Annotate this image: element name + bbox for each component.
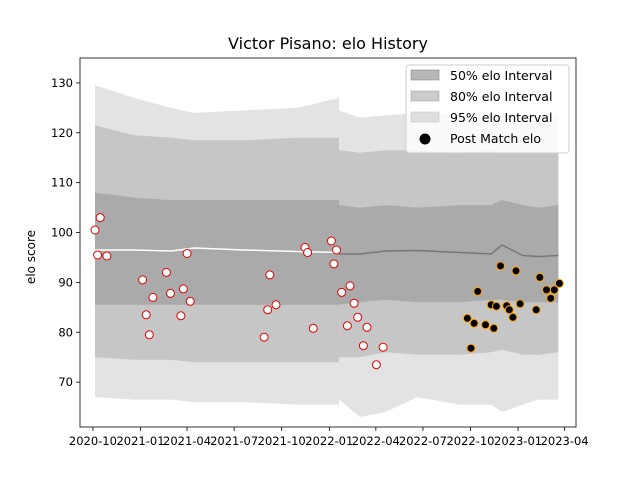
post-match-point-late-13 bbox=[511, 266, 521, 276]
post-match-point-late-2 bbox=[466, 343, 476, 353]
post-match-point-early-27 bbox=[345, 281, 355, 291]
legend-marker-post-match bbox=[419, 133, 431, 145]
post-match-point-early-7 bbox=[144, 330, 154, 340]
post-match-point-early-18 bbox=[271, 300, 281, 310]
post-match-point-late-3 bbox=[469, 318, 479, 328]
post-match-point-early-22 bbox=[326, 236, 336, 246]
x-tick-label-2022-04: 2022-04 bbox=[352, 434, 400, 448]
post-match-point-early-16 bbox=[263, 305, 273, 315]
post-match-point-late-15 bbox=[531, 305, 541, 315]
legend-label-50: 50% elo Interval bbox=[450, 68, 552, 83]
post-match-point-late-9 bbox=[496, 261, 505, 271]
y-tick-label-120: 120 bbox=[51, 126, 73, 140]
y-tick-label-80: 80 bbox=[58, 325, 73, 339]
legend-label-80: 80% elo Interval bbox=[450, 89, 552, 104]
post-match-point-early-29 bbox=[353, 312, 363, 322]
y-tick-label-90: 90 bbox=[58, 275, 73, 289]
y-tick-label-70: 70 bbox=[58, 375, 73, 389]
post-match-point-late-14 bbox=[515, 299, 525, 309]
post-match-point-early-20 bbox=[303, 248, 313, 257]
post-match-point-early-12 bbox=[178, 284, 188, 294]
y-axis: 70 80 90 100 110 120 130 bbox=[51, 76, 80, 389]
plot-area bbox=[90, 85, 564, 418]
post-match-point-late-17 bbox=[542, 285, 551, 295]
post-match-point-early-25 bbox=[337, 287, 347, 297]
post-match-point-late-18 bbox=[546, 293, 556, 303]
post-match-point-early-2 bbox=[93, 250, 103, 260]
post-match-point-early-26 bbox=[342, 321, 352, 331]
legend-swatch-50 bbox=[410, 69, 440, 81]
post-match-point-early-21 bbox=[308, 323, 318, 333]
post-match-point-early-6 bbox=[141, 310, 151, 320]
post-match-point-early-5 bbox=[138, 275, 148, 285]
y-axis-label: elo score bbox=[24, 230, 38, 284]
post-match-point-late-1 bbox=[462, 313, 472, 323]
x-tick-label-2021-10: 2021-10 bbox=[258, 434, 306, 448]
post-match-point-early-33 bbox=[378, 342, 388, 352]
post-match-point-early-13 bbox=[182, 249, 192, 258]
post-match-point-early-28 bbox=[349, 298, 359, 308]
elo-center-line-period2 bbox=[339, 244, 559, 258]
post-match-point-early-8 bbox=[148, 292, 158, 302]
legend-box bbox=[405, 64, 570, 154]
post-match-point-early-17 bbox=[265, 270, 275, 280]
y-tick-label-100: 100 bbox=[51, 226, 73, 240]
post-match-point-early-4 bbox=[102, 251, 112, 261]
post-match-point-early-15 bbox=[259, 332, 269, 342]
y-tick-label-130: 130 bbox=[51, 76, 73, 90]
x-tick-label-2021-01: 2021-01 bbox=[116, 434, 164, 448]
chart-title: Victor Pisano: elo History bbox=[228, 34, 428, 53]
post-match-point-late-19 bbox=[549, 285, 559, 295]
legend-label-post-match: Post Match elo bbox=[450, 131, 541, 146]
x-tick-label-2023-01: 2023-01 bbox=[494, 434, 542, 448]
post-match-point-early-1 bbox=[90, 225, 100, 235]
post-match-point-late-20 bbox=[554, 278, 564, 288]
post-match-point-early-32 bbox=[371, 360, 381, 370]
x-tick-label-2021-04: 2021-04 bbox=[163, 434, 211, 448]
post-match-point-early-23 bbox=[329, 259, 339, 269]
post-match-point-early-10 bbox=[166, 288, 175, 298]
legend-swatch-95 bbox=[410, 111, 440, 123]
post-match-point-late-16 bbox=[535, 272, 545, 282]
post-match-point-late-5 bbox=[481, 320, 490, 330]
x-tick-label-2021-07: 2021-07 bbox=[210, 434, 258, 448]
post-match-point-early-3 bbox=[95, 213, 105, 223]
post-match-point-early-14 bbox=[185, 296, 195, 306]
elo-center-line-period1 bbox=[95, 247, 340, 254]
x-tick-label-2020-10: 2020-10 bbox=[69, 434, 117, 448]
post-match-point-late-12 bbox=[508, 312, 518, 322]
post-match-point-early-30 bbox=[358, 341, 368, 351]
post-match-point-early-31 bbox=[362, 322, 372, 332]
x-tick-label-2022-07: 2022-07 bbox=[399, 434, 447, 448]
post-match-point-early-24 bbox=[332, 245, 341, 255]
post-match-point-early-11 bbox=[176, 311, 186, 321]
post-match-point-late-8 bbox=[491, 301, 501, 311]
plot-frame bbox=[79, 57, 577, 428]
legend-swatch-80 bbox=[410, 90, 440, 102]
post-match-point-late-4 bbox=[473, 286, 483, 296]
post-match-point-early-9 bbox=[161, 267, 171, 277]
x-tick-label-2023-04: 2023-04 bbox=[541, 434, 589, 448]
legend: 50% elo Interval 80% elo Interval 95% el… bbox=[405, 64, 570, 154]
x-tick-label-2022-10: 2022-10 bbox=[446, 434, 494, 448]
y-tick-label-110: 110 bbox=[51, 176, 73, 190]
x-tick-label-2022-01: 2022-01 bbox=[305, 434, 353, 448]
legend-label-95: 95% elo Interval bbox=[450, 110, 552, 125]
post-match-point-late-7 bbox=[489, 323, 499, 333]
post-match-point-late-11 bbox=[504, 305, 514, 315]
